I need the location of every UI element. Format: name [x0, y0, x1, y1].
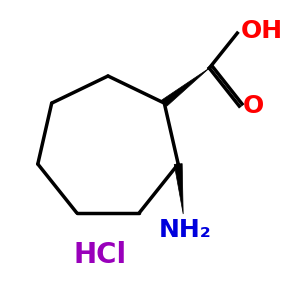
Polygon shape — [162, 68, 209, 106]
Text: HCl: HCl — [74, 241, 127, 269]
Text: O: O — [242, 94, 263, 118]
Polygon shape — [174, 164, 183, 214]
Text: OH: OH — [240, 19, 282, 43]
Text: NH₂: NH₂ — [159, 218, 212, 242]
